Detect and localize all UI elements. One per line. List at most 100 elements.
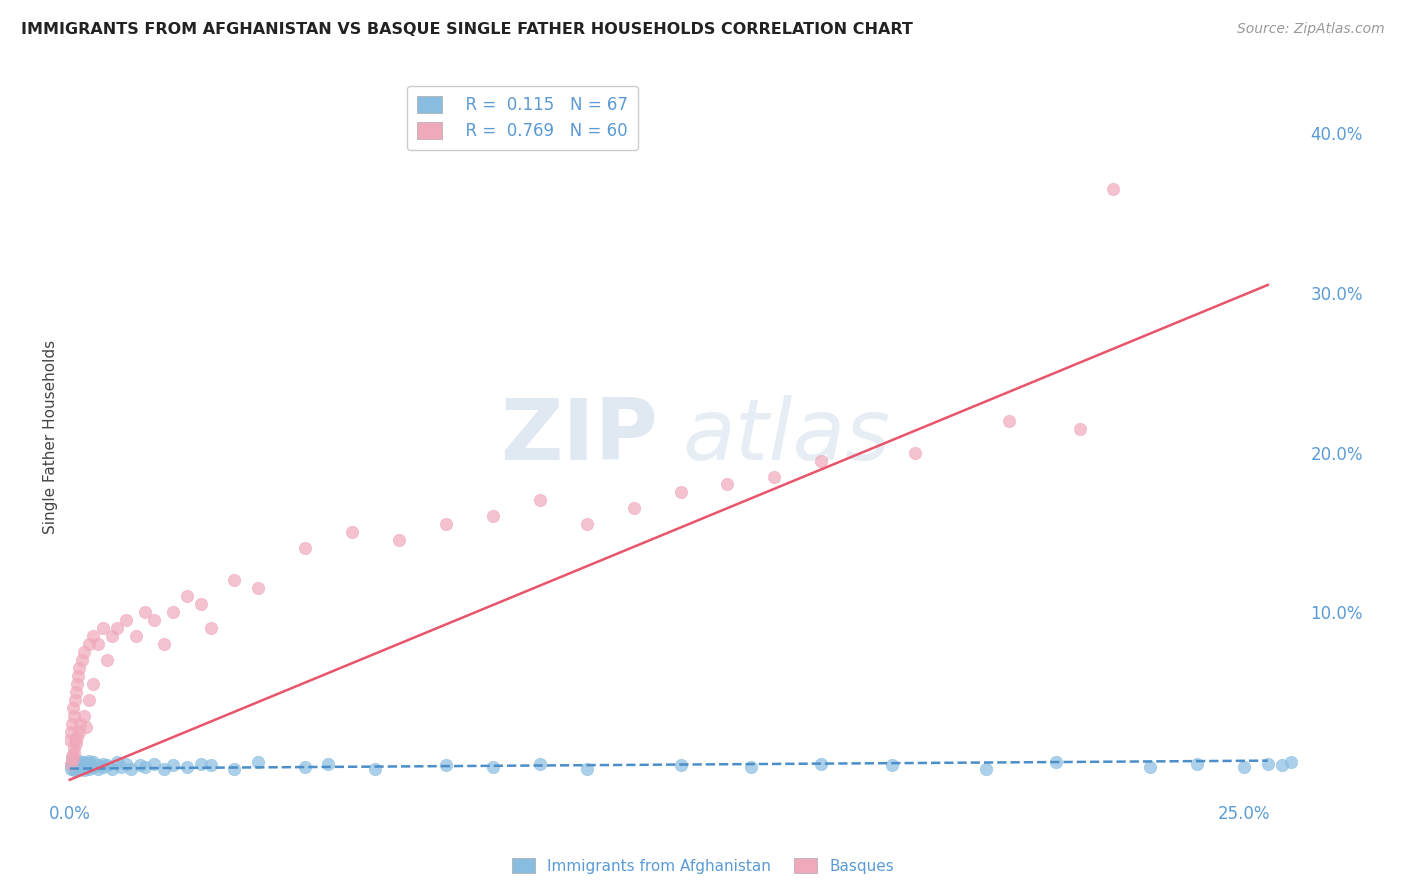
Point bbox=[340, 525, 363, 540]
Point bbox=[529, 493, 551, 508]
Point bbox=[1045, 756, 1067, 770]
Point bbox=[69, 717, 91, 731]
Point bbox=[77, 637, 100, 651]
Point bbox=[96, 758, 118, 772]
Point bbox=[1233, 760, 1256, 774]
Point bbox=[65, 758, 87, 772]
Point bbox=[124, 629, 146, 643]
Point bbox=[763, 469, 786, 483]
Point bbox=[67, 725, 90, 739]
Point bbox=[65, 732, 87, 747]
Point bbox=[388, 533, 411, 548]
Point bbox=[73, 763, 96, 777]
Point bbox=[77, 756, 100, 771]
Point bbox=[65, 762, 87, 776]
Legend: Immigrants from Afghanistan, Basques: Immigrants from Afghanistan, Basques bbox=[506, 852, 900, 880]
Point bbox=[1101, 182, 1123, 196]
Point bbox=[91, 621, 114, 635]
Point bbox=[105, 621, 128, 635]
Point bbox=[481, 760, 503, 774]
Point bbox=[246, 581, 269, 595]
Point bbox=[810, 756, 832, 771]
Point bbox=[224, 574, 246, 588]
Point bbox=[59, 756, 82, 771]
Point bbox=[740, 760, 762, 774]
Point bbox=[91, 760, 114, 774]
Point bbox=[63, 760, 86, 774]
Point bbox=[1139, 760, 1161, 774]
Point bbox=[77, 754, 100, 768]
Point bbox=[63, 756, 86, 771]
Point bbox=[575, 517, 598, 532]
Point bbox=[67, 756, 90, 771]
Point bbox=[101, 629, 124, 643]
Point bbox=[176, 589, 198, 603]
Point bbox=[73, 760, 96, 774]
Point bbox=[75, 758, 97, 772]
Point bbox=[316, 756, 339, 771]
Point bbox=[152, 762, 174, 776]
Point bbox=[880, 758, 903, 772]
Point bbox=[143, 613, 166, 627]
Point bbox=[63, 693, 86, 707]
Point bbox=[200, 758, 222, 772]
Point bbox=[91, 756, 114, 771]
Point bbox=[1069, 422, 1091, 436]
Point bbox=[67, 669, 90, 683]
Point bbox=[162, 605, 184, 619]
Point bbox=[65, 685, 87, 699]
Point bbox=[669, 485, 692, 500]
Point bbox=[66, 677, 89, 691]
Point bbox=[364, 762, 387, 776]
Point bbox=[75, 720, 97, 734]
Point bbox=[129, 758, 152, 772]
Legend:   R =  0.115   N = 67,   R =  0.769   N = 60: R = 0.115 N = 67, R = 0.769 N = 60 bbox=[406, 86, 638, 151]
Text: atlas: atlas bbox=[683, 395, 891, 478]
Point bbox=[294, 760, 316, 774]
Y-axis label: Single Father Households: Single Father Households bbox=[44, 340, 58, 533]
Point bbox=[60, 717, 83, 731]
Point bbox=[63, 754, 86, 768]
Point bbox=[62, 752, 84, 766]
Point bbox=[59, 732, 82, 747]
Point bbox=[1257, 756, 1279, 771]
Point bbox=[224, 762, 246, 776]
Point bbox=[575, 762, 598, 776]
Point bbox=[434, 758, 457, 772]
Point bbox=[481, 509, 503, 524]
Point bbox=[529, 756, 551, 771]
Point bbox=[246, 756, 269, 770]
Point bbox=[82, 629, 104, 643]
Point bbox=[134, 760, 156, 774]
Point bbox=[115, 756, 138, 771]
Point bbox=[62, 740, 84, 755]
Point bbox=[73, 756, 96, 770]
Point bbox=[73, 709, 96, 723]
Point bbox=[62, 760, 84, 774]
Point bbox=[63, 709, 86, 723]
Point bbox=[190, 597, 212, 611]
Point bbox=[162, 758, 184, 772]
Point bbox=[134, 605, 156, 619]
Text: Source: ZipAtlas.com: Source: ZipAtlas.com bbox=[1237, 22, 1385, 37]
Point bbox=[87, 758, 110, 772]
Point bbox=[96, 653, 118, 667]
Point bbox=[87, 762, 110, 776]
Point bbox=[62, 701, 84, 715]
Point bbox=[810, 453, 832, 467]
Point bbox=[623, 501, 645, 516]
Point bbox=[62, 763, 84, 777]
Text: IMMIGRANTS FROM AFGHANISTAN VS BASQUE SINGLE FATHER HOUSEHOLDS CORRELATION CHART: IMMIGRANTS FROM AFGHANISTAN VS BASQUE SI… bbox=[21, 22, 912, 37]
Point bbox=[62, 756, 84, 770]
Point bbox=[63, 746, 86, 760]
Point bbox=[998, 414, 1021, 428]
Point bbox=[115, 613, 138, 627]
Point bbox=[60, 748, 83, 763]
Point bbox=[77, 693, 100, 707]
Point bbox=[152, 637, 174, 651]
Point bbox=[70, 756, 93, 771]
Point bbox=[669, 758, 692, 772]
Point bbox=[143, 756, 166, 771]
Point bbox=[434, 517, 457, 532]
Point bbox=[67, 754, 90, 768]
